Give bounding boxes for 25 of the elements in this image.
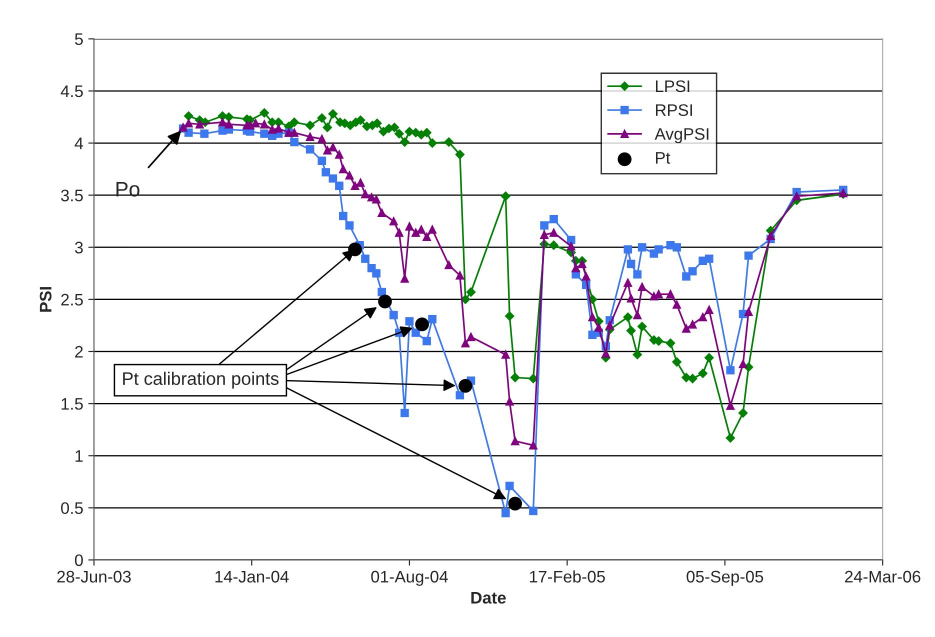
y-tick-label: 4.5 <box>60 86 83 98</box>
annotation: Po <box>116 182 140 197</box>
x-tick-label: 17-Feb-05 <box>530 570 605 583</box>
y-tick-label: 1 <box>76 450 83 462</box>
y-tick-label: 0.5 <box>61 502 83 514</box>
y-tick-label: 2 <box>75 346 83 358</box>
legend-label: Pt <box>656 152 670 164</box>
y-tick-label: 2.5 <box>61 294 83 306</box>
x-tick-label: 28-Jun-03 <box>57 570 131 583</box>
y-tick-label: 1.5 <box>62 398 83 410</box>
legend-label: RPSI <box>656 104 692 116</box>
y-tick-label: 4 <box>74 138 84 150</box>
y-tick-label: 5 <box>74 33 83 46</box>
y-tick-label: 0 <box>74 554 83 566</box>
x-tick-label: 05-Sep-05 <box>686 570 764 586</box>
y-tick-label: 3.5 <box>61 190 83 202</box>
x-tick-label: 24-Mar-06 <box>845 570 920 583</box>
legend-label: LPSI <box>656 80 690 92</box>
x-axis-title: Date <box>471 592 506 604</box>
y-tick-label: 3 <box>74 242 83 254</box>
annotation: Pt calibration points <box>123 372 279 389</box>
legend-label: AvgPSI <box>654 128 708 144</box>
x-tick-label: 14-Jan-04 <box>215 570 289 583</box>
x-tick-label: 01-Aug-04 <box>371 570 448 586</box>
y-axis-title: PSI <box>40 287 52 312</box>
